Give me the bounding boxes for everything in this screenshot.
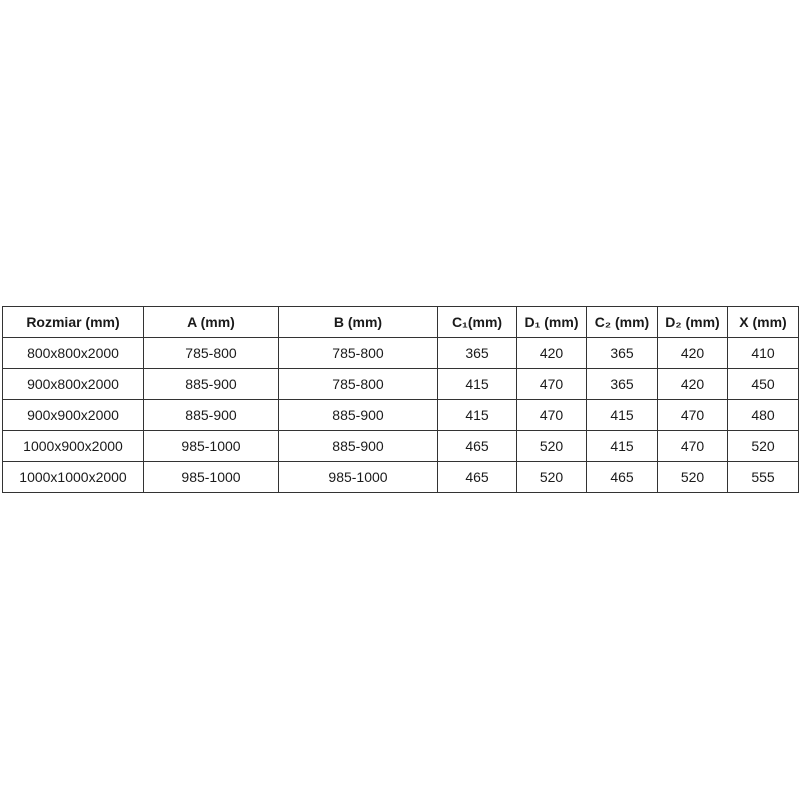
table-cell: 520 <box>727 430 799 462</box>
table-cell: 465 <box>437 430 517 462</box>
table-cell: 1000x900x2000 <box>2 430 144 462</box>
table-cell: 415 <box>437 368 517 400</box>
table-cell: 520 <box>657 461 728 493</box>
table-cell: 1000x1000x2000 <box>2 461 144 493</box>
table-cell: 555 <box>727 461 799 493</box>
table-cell: 520 <box>516 430 587 462</box>
table-cell: 885-900 <box>143 399 279 431</box>
table-header-row: Rozmiar (mm) A (mm) B (mm) C₁(mm) D₁ (mm) C₂ … <box>2 306 799 338</box>
table-row: 1000x900x2000 985-1000 885-900 465 520 415 470… <box>2 430 799 462</box>
table-row: 900x800x2000 885-900 785-800 415 470 365 420 45… <box>2 368 799 400</box>
table-cell: 465 <box>586 461 658 493</box>
column-header: D₂ (mm) <box>657 306 728 338</box>
table-cell: 480 <box>727 399 799 431</box>
table-cell: 985-1000 <box>143 430 279 462</box>
table-cell: 785-800 <box>143 337 279 369</box>
table-cell: 885-900 <box>278 430 438 462</box>
table-cell: 900x900x2000 <box>2 399 144 431</box>
table-cell: 800x800x2000 <box>2 337 144 369</box>
table-cell: 465 <box>437 461 517 493</box>
column-header: D₁ (mm) <box>516 306 587 338</box>
table-row: 1000x1000x2000 985-1000 985-1000 465 520 465 5… <box>2 461 799 493</box>
table-cell: 785-800 <box>278 337 438 369</box>
table-cell: 420 <box>516 337 587 369</box>
column-header: Rozmiar (mm) <box>2 306 144 338</box>
table-cell: 900x800x2000 <box>2 368 144 400</box>
table-cell: 470 <box>657 430 728 462</box>
table-cell: 415 <box>586 399 658 431</box>
table-row: 900x900x2000 885-900 885-900 415 470 415 470 48… <box>2 399 799 431</box>
table-row: 800x800x2000 785-800 785-800 365 420 365 420 41… <box>2 337 799 369</box>
table-cell: 885-900 <box>143 368 279 400</box>
table-cell: 885-900 <box>278 399 438 431</box>
table-cell: 365 <box>437 337 517 369</box>
column-header: X (mm) <box>727 306 799 338</box>
table-cell: 415 <box>586 430 658 462</box>
column-header: B (mm) <box>278 306 438 338</box>
table-cell: 420 <box>657 337 728 369</box>
table-cell: 470 <box>657 399 728 431</box>
table-cell: 985-1000 <box>143 461 279 493</box>
table-cell: 410 <box>727 337 799 369</box>
table-cell: 365 <box>586 368 658 400</box>
table-cell: 365 <box>586 337 658 369</box>
column-header: C₂ (mm) <box>586 306 658 338</box>
table-cell: 470 <box>516 399 587 431</box>
table-cell: 420 <box>657 368 728 400</box>
table-cell: 985-1000 <box>278 461 438 493</box>
dimensions-table: Rozmiar (mm) A (mm) B (mm) C₁(mm) D₁ (mm) C₂ … <box>2 306 799 493</box>
table-cell: 450 <box>727 368 799 400</box>
table-cell: 415 <box>437 399 517 431</box>
column-header: A (mm) <box>143 306 279 338</box>
table-cell: 470 <box>516 368 587 400</box>
table-cell: 785-800 <box>278 368 438 400</box>
table-cell: 520 <box>516 461 587 493</box>
column-header: C₁(mm) <box>437 306 517 338</box>
